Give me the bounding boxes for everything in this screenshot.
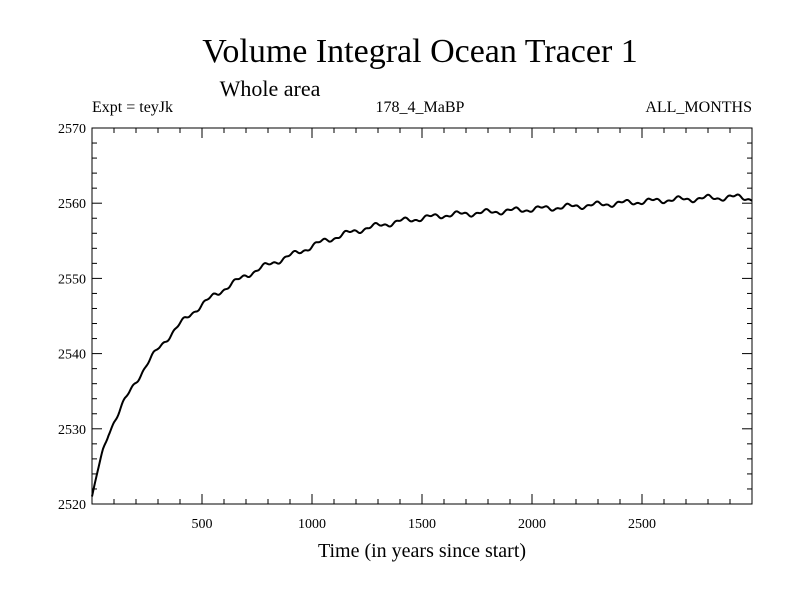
plot-frame [91,127,753,505]
y-tick-label: 2570 [58,122,86,137]
x-axis: 500 1000 1500 2000 2500 [113,128,731,532]
x-axis-label: Time (in years since start) [318,540,526,562]
y-tick-label: 2540 [58,348,86,363]
x-tick-label: 2000 [518,517,546,532]
y-tick-label: 2520 [58,498,86,513]
series-line [91,193,753,497]
months-label: ALL_MONTHS [645,99,752,116]
y-tick-label: 2530 [58,423,86,438]
chart-title: Volume Integral Ocean Tracer 1 [202,33,638,70]
x-tick-label: 2500 [628,517,656,532]
y-tick-label: 2560 [58,197,86,212]
x-tick-label: 1500 [408,517,436,532]
y-tick-label: 2550 [58,272,86,287]
x-tick-label: 500 [192,517,213,532]
expt-label: Expt = teyJk [92,99,173,116]
y-axis: 2520 2530 2540 2550 2560 2570 [58,122,752,513]
period-label: 178_4_MaBP [376,99,465,116]
chart-subtitle: Whole area [220,76,321,101]
x-tick-label: 1000 [298,517,326,532]
